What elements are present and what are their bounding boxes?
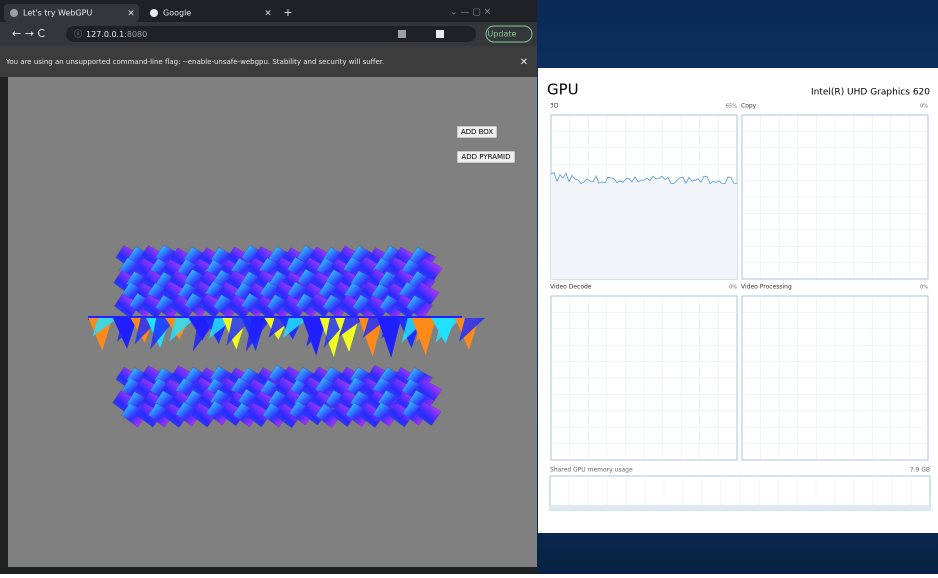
url-host: 127.0.0.1 (86, 30, 124, 39)
add-pyramid-label[interactable]: ADD PYRAMID (462, 153, 511, 161)
toolbar-icons[interactable] (436, 30, 444, 38)
infobar-text: You are using an unsupported command-lin… (5, 58, 384, 66)
screen: Let's try WebGPU × Google × + ⌄ — ▢ ✕ ← … (0, 0, 938, 574)
tab-title[interactable]: Let's try WebGPU (23, 9, 92, 18)
url-port: :8080 (124, 30, 147, 39)
engine-usage: 0% (920, 285, 928, 291)
new-tab[interactable]: + (283, 6, 292, 19)
update-label[interactable]: Update (488, 30, 517, 39)
engine-name: Video Processing (741, 284, 792, 291)
engine-usage: 65% (726, 104, 737, 110)
site-info: ⓘ (74, 30, 82, 39)
url[interactable]: 127.0.0.1:8080 (86, 30, 147, 39)
tab-close[interactable]: × (264, 9, 272, 19)
engine-usage: 0% (729, 285, 737, 291)
shared-memory-value: 7.9 GB (910, 467, 930, 474)
tab-close[interactable]: × (127, 9, 135, 19)
gpu-adapter: Intel(R) UHD Graphics 620 (811, 88, 930, 98)
engine-name: Video Decode (550, 284, 592, 291)
nav-buttons[interactable]: ← → C (12, 27, 45, 40)
graph-area (551, 173, 737, 279)
engine-usage: 0% (920, 104, 928, 110)
engine-name: Copy (741, 103, 757, 110)
tab-icon (150, 9, 158, 17)
engine-name: 3D (550, 103, 559, 110)
infobar-close[interactable]: ✕ (520, 57, 528, 68)
window-controls[interactable]: ⌄ — ▢ ✕ (450, 8, 491, 18)
page: Let's try WebGPU × Google × + ⌄ — ▢ ✕ ← … (0, 0, 938, 574)
toolbar-icons[interactable] (398, 30, 406, 38)
tab-icon (10, 9, 18, 17)
tab-title[interactable]: Google (163, 9, 191, 18)
shared-memory-label: Shared GPU memory usage (550, 467, 633, 474)
gpu-title: GPU (547, 81, 579, 99)
add-box-label[interactable]: ADD BOX (461, 128, 494, 136)
